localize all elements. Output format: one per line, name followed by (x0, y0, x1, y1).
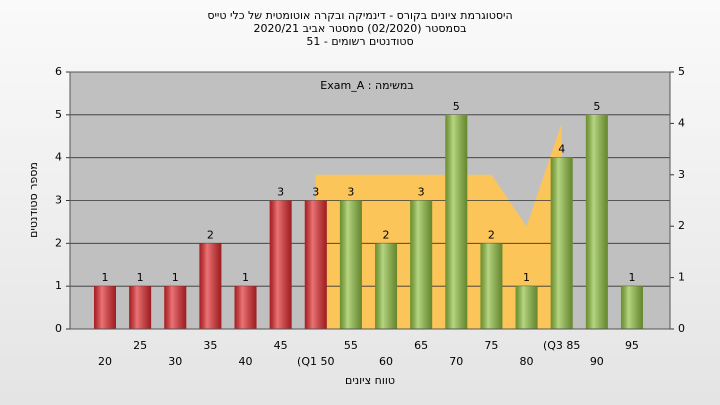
data-label: 2 (207, 228, 214, 241)
data-label: 5 (453, 100, 460, 113)
y2-tick-label: 2 (678, 219, 685, 232)
y2-tick-label: 5 (678, 65, 685, 78)
x-tick-label: 95 (625, 339, 639, 352)
data-label: 1 (242, 271, 249, 284)
plot-frame (69, 71, 671, 330)
x-tick-label: (Q1 50 (297, 355, 334, 368)
data-label: 1 (172, 271, 179, 284)
x-tick-label: (Q3 85 (543, 339, 580, 352)
y2-tick-label: 3 (678, 168, 685, 181)
data-label: 3 (277, 186, 284, 199)
x-tick-label: 75 (484, 339, 498, 352)
bar (515, 286, 538, 329)
x-axis-label: טווח ציונים (345, 374, 395, 387)
data-label: 3 (418, 186, 425, 199)
x-tick-label: 55 (344, 339, 358, 352)
data-label: 3 (347, 186, 354, 199)
x-tick-label: 45 (274, 339, 288, 352)
bar (199, 243, 222, 329)
data-label: 5 (593, 100, 600, 113)
y2-tick-label: 1 (678, 271, 685, 284)
x-tick-label: 35 (203, 339, 217, 352)
bar (304, 200, 327, 329)
bar (375, 243, 398, 329)
x-tick-label: 20 (98, 355, 112, 368)
x-tick-label: 30 (168, 355, 182, 368)
bar (269, 200, 292, 329)
data-label: 2 (383, 228, 390, 241)
data-label: 3 (312, 186, 319, 199)
data-label: 1 (523, 271, 530, 284)
title-line: היסטוגרמת ציונים בקורס - דינמיקה ובקרה א… (207, 9, 512, 22)
bar (410, 200, 433, 329)
y-tick-label: 3 (55, 194, 62, 207)
bar (129, 286, 152, 329)
x-tick-label: 90 (590, 355, 604, 368)
x-tick-label: 80 (520, 355, 534, 368)
y-tick-label: 6 (55, 65, 62, 78)
x-tick-label: 60 (379, 355, 393, 368)
data-label: 1 (137, 271, 144, 284)
bar (339, 200, 362, 329)
y2-tick-label: 0 (678, 322, 685, 335)
bar (445, 114, 468, 329)
annotation: במשימה : Exam_A (320, 79, 413, 92)
y2-tick-label: 4 (678, 116, 685, 129)
x-tick-label: 70 (449, 355, 463, 368)
x-tick-label: 65 (414, 339, 428, 352)
data-label: 4 (558, 143, 565, 156)
data-label: 1 (102, 271, 109, 284)
bar (620, 286, 643, 329)
y-axis-label: מספר סטודנטים (27, 162, 40, 238)
x-tick-label: 25 (133, 339, 147, 352)
title-line: בסמסטר (02/2020) סמסטר אביב 2020/21 (253, 22, 466, 35)
bar (585, 114, 608, 329)
y-tick-label: 2 (55, 236, 62, 249)
data-label: 1 (628, 271, 635, 284)
y-tick-label: 4 (55, 151, 62, 164)
bar (550, 157, 573, 329)
bar (164, 286, 187, 329)
title-line: סטודנטים רשומים - 51 (306, 35, 413, 48)
x-tick-label: 40 (239, 355, 253, 368)
y-tick-label: 5 (55, 108, 62, 121)
data-label: 2 (488, 228, 495, 241)
bar (480, 243, 503, 329)
y-tick-label: 1 (55, 279, 62, 292)
y-tick-label: 0 (55, 322, 62, 335)
bar (234, 286, 257, 329)
bar (94, 286, 116, 329)
